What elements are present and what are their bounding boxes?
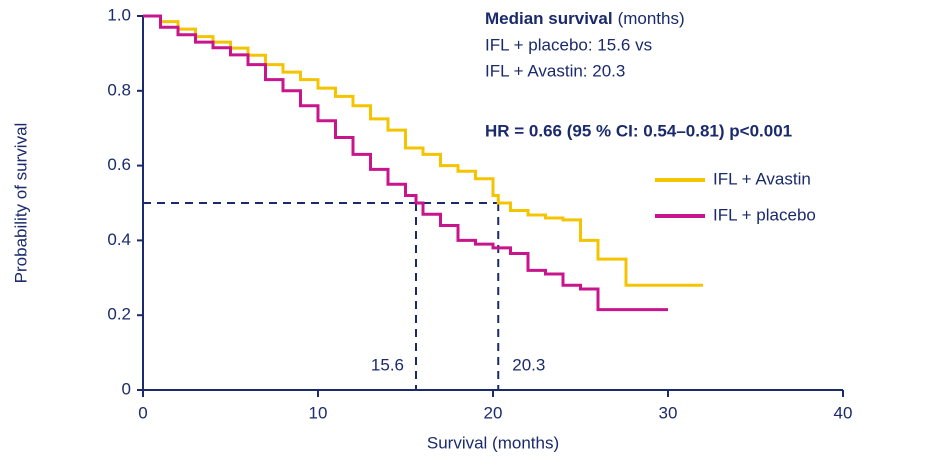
annotation-rest: (months) [618,9,685,28]
x-tick-label: 30 [659,403,678,422]
x-tick-label: 10 [309,403,328,422]
annotation-heading: Median survival (months) [485,9,685,28]
median-label: 20.3 [512,355,545,374]
y-tick-label: 0.8 [107,80,131,99]
legend-label: IFL + Avastin [713,169,811,188]
x-tick-label: 40 [834,403,853,422]
median-label: 15.6 [371,355,404,374]
y-tick-label: 1.0 [107,5,131,24]
x-tick-label: 20 [484,403,503,422]
y-tick-label: 0 [122,379,131,398]
survival-line [143,14,668,312]
x-tick-label: 0 [138,403,147,422]
annotation-line: IFL + Avastin: 20.3 [485,61,625,80]
x-axis-label: Survival (months) [427,433,559,452]
y-tick-label: 0.2 [107,305,131,324]
survival-line [143,14,703,287]
annotation-bold: Median survival [485,9,613,28]
y-tick-label: 0.6 [107,155,131,174]
y-tick-label: 0.4 [107,230,131,249]
legend-label: IFL + placebo [713,205,816,224]
annotation-line: IFL + placebo: 15.6 vs [485,35,652,54]
annotation-hr: HR = 0.66 (95 % CI: 0.54–0.81) p<0.001 [485,121,792,140]
y-axis-label: Probability of survival [11,123,30,284]
